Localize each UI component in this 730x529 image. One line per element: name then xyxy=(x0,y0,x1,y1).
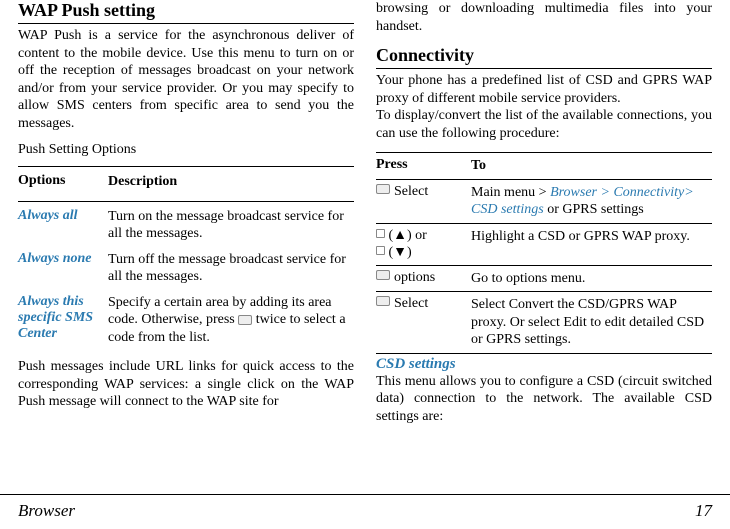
press-cell: (▲) or (▼) xyxy=(376,228,471,261)
push-options-subhead: Push Setting Options xyxy=(18,142,354,158)
table-row: (▲) or (▼) Highlight a CSD or GPRS WAP p… xyxy=(376,224,712,266)
to-cell: Highlight a CSD or GPRS WAP proxy. xyxy=(471,228,712,261)
col-header-press: Press xyxy=(376,157,471,175)
to-pre: Main menu > xyxy=(471,185,550,200)
to-cell: Select Convert the CSD/GPRS WAP proxy. O… xyxy=(471,296,712,349)
col-header-to: To xyxy=(471,157,712,175)
press-text: Select xyxy=(394,296,428,312)
down-key-icon xyxy=(376,246,385,258)
col-header-description: Description xyxy=(108,173,354,191)
col-header-options: Options xyxy=(18,173,108,191)
softkey-icon xyxy=(376,184,390,194)
option-row: Always none Turn off the message broadca… xyxy=(18,251,354,286)
softkey-icon xyxy=(376,270,390,280)
wap-push-outro: Push messages include URL links for quic… xyxy=(18,358,354,411)
wap-push-heading: WAP Push setting xyxy=(18,0,354,24)
press-cell: options xyxy=(376,270,471,288)
option-desc: Turn on the message broadcast service fo… xyxy=(108,208,354,243)
option-row: Always all Turn on the message broadcast… xyxy=(18,208,354,243)
option-label: Always none xyxy=(18,251,108,286)
csd-settings-heading: CSD settings xyxy=(376,356,712,373)
table-header-rule xyxy=(18,201,354,202)
press-text: options xyxy=(394,270,435,286)
footer-page-number: 17 xyxy=(695,501,712,521)
to-cell: Main menu > Browser > Connectivity> CSD … xyxy=(471,184,712,219)
table-row: options Go to options menu. xyxy=(376,266,712,293)
press-text: Select xyxy=(394,184,428,200)
to-cell: Go to options menu. xyxy=(471,270,712,288)
press-to-table: Press To Select Main menu > Browser > Co… xyxy=(376,152,712,354)
footer-section: Browser xyxy=(18,501,75,521)
option-label: Always all xyxy=(18,208,108,243)
press-down-text: (▼) xyxy=(389,245,412,260)
press-up-text: (▲) or xyxy=(389,228,427,243)
softkey-icon xyxy=(238,315,252,325)
wap-push-intro: WAP Push is a service for the asynchrono… xyxy=(18,27,354,132)
option-desc: Turn off the message broadcast service f… xyxy=(108,251,354,286)
connectivity-intro: Your phone has a predefined list of CSD … xyxy=(376,72,712,142)
table-row: Select Main menu > Browser > Connectivit… xyxy=(376,180,712,224)
page-footer: Browser 17 xyxy=(0,494,730,529)
option-row: Always this specific SMS Center Specify … xyxy=(18,294,354,347)
up-key-icon xyxy=(376,229,385,241)
table-top-rule xyxy=(18,166,354,167)
right-top-para: browsing or downloading multimedia files… xyxy=(376,0,712,35)
table-row: Select Select Convert the CSD/GPRS WAP p… xyxy=(376,292,712,354)
connectivity-heading: Connectivity xyxy=(376,45,712,69)
to-post: or GPRS settings xyxy=(544,202,644,217)
press-cell: Select xyxy=(376,184,471,219)
softkey-icon xyxy=(376,296,390,306)
option-desc: Specify a certain area by adding its are… xyxy=(108,294,354,347)
csd-settings-para: This menu allows you to configure a CSD … xyxy=(376,373,712,426)
option-label: Always this specific SMS Center xyxy=(18,294,108,347)
press-cell: Select xyxy=(376,296,471,349)
